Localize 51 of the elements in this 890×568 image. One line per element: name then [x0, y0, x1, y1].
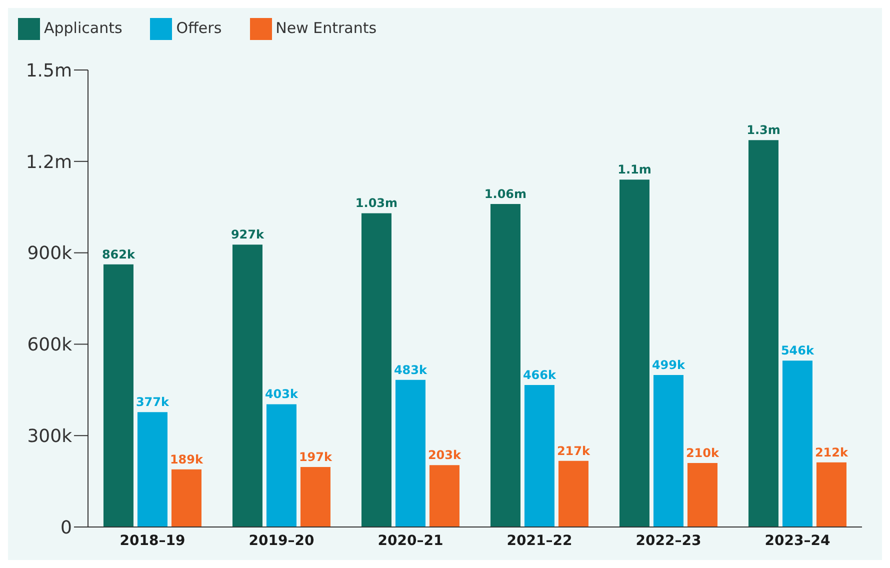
x-tick-label: 2022–23 — [636, 532, 702, 549]
data-label: 212k — [814, 445, 850, 460]
y-tick-label: 1.2m — [26, 152, 72, 173]
data-label: 466k — [522, 368, 558, 382]
legend-label: New Entrants — [276, 19, 377, 38]
data-label: 189k — [170, 452, 204, 466]
data-label: 377k — [136, 395, 170, 410]
data-label: 197k — [298, 450, 334, 464]
bar — [266, 404, 296, 527]
bar — [619, 180, 650, 527]
bar — [300, 466, 330, 527]
y-tick-label: 300k — [27, 426, 73, 447]
y-tick-label: 0 — [60, 517, 72, 538]
y-tick-label: 1.5m — [26, 60, 72, 82]
x-tick-label: 2019–20 — [248, 532, 314, 549]
legend-label: Offers — [176, 19, 222, 38]
bar — [395, 380, 426, 527]
bar — [558, 460, 588, 527]
bar — [687, 463, 718, 527]
data-label: 217k — [556, 444, 592, 458]
data-label: 1.3m — [746, 123, 780, 138]
bar — [429, 465, 460, 527]
bar — [103, 264, 134, 527]
bar — [782, 360, 812, 527]
data-label: 203k — [428, 448, 462, 462]
data-label: 546k — [780, 344, 816, 358]
y-tick-label: 600k — [27, 334, 73, 356]
data-label: 1.03m — [355, 196, 398, 210]
data-label: 1.1m — [618, 162, 652, 177]
bar — [232, 244, 262, 527]
bar — [653, 374, 684, 527]
bar — [171, 469, 202, 527]
x-tick-label: 2018–19 — [120, 532, 186, 549]
y-tick-label: 900k — [27, 243, 73, 264]
x-tick-label: 2020–21 — [378, 532, 444, 549]
legend-label: Applicants — [44, 19, 122, 38]
data-label: 499k — [652, 358, 686, 372]
bar — [137, 412, 168, 527]
data-label: 1.06m — [484, 187, 527, 202]
data-label: 210k — [686, 446, 720, 460]
bar — [748, 140, 778, 527]
bar — [524, 385, 554, 527]
data-label: 862k — [102, 247, 136, 262]
bar — [361, 213, 392, 527]
x-tick-label: 2023–24 — [764, 532, 830, 549]
data-label: 403k — [264, 387, 300, 402]
x-tick-label: 2021–22 — [506, 532, 572, 549]
bar — [490, 204, 520, 527]
data-label: 483k — [394, 362, 428, 377]
bar — [816, 462, 846, 527]
data-label: 927k — [230, 228, 266, 242]
